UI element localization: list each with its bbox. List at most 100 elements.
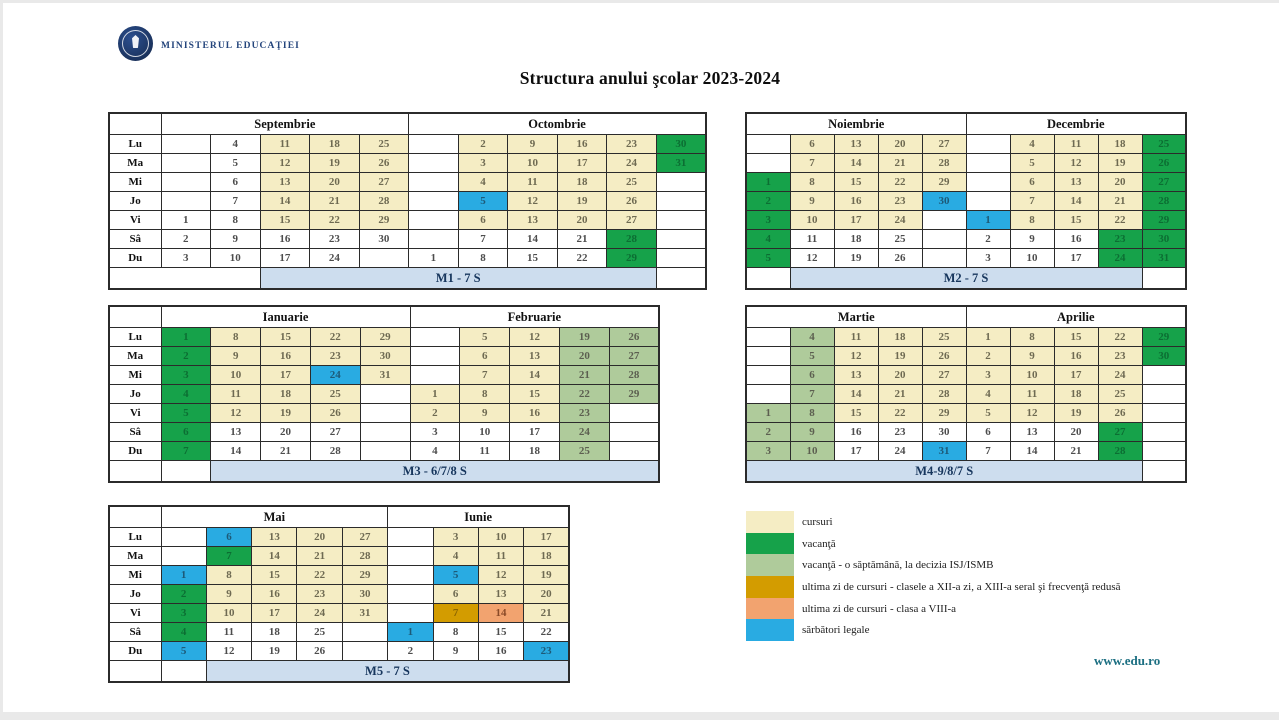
calendar-cell	[655, 172, 707, 192]
calendar-cell: 19	[833, 248, 879, 268]
calendar-cell	[387, 603, 434, 623]
calendar-cell: 16	[833, 191, 879, 211]
calendar-cell	[745, 153, 791, 173]
calendar-cell	[965, 134, 1011, 154]
calendar-cell: 19	[1053, 403, 1099, 423]
legend-label: vacanţă	[802, 537, 836, 550]
calendar-cell: 21	[558, 365, 610, 385]
calendar-january-february: Ianuarie Februarie Lu 1 8 15 22 29 5 12 19 26 Ma 2 9 16…	[108, 305, 661, 483]
calendar-march-april: Martie Aprilie 4 11 18 25 1 8 15 22 29 5 12 19 26 2 9 16 2…	[745, 305, 1188, 483]
calendar-cell: 11	[205, 622, 253, 642]
calendar-cell: 28	[1097, 441, 1143, 461]
calendar-cell: 20	[556, 210, 608, 230]
legend-item: vacanţă - o săptămână, la decizia ISJ/IS…	[746, 554, 1121, 577]
calendar-cell: 1	[160, 327, 212, 347]
calendar-cell: 25	[358, 134, 410, 154]
calendar-cell: 31	[921, 441, 967, 461]
calendar-cell: 27	[921, 134, 967, 154]
footer-spacer	[160, 460, 212, 483]
calendar-cell: 8	[1009, 210, 1055, 230]
day-label: Sâ	[108, 622, 162, 642]
calendar-cell: 5	[210, 153, 261, 173]
calendar-cell: 2	[409, 403, 461, 423]
calendar-cell: 6	[459, 346, 511, 366]
calendar-cell: 4	[745, 229, 791, 249]
calendar-cell: 24	[309, 248, 360, 268]
legend-item: vacanţă	[746, 532, 1121, 555]
calendar-cell: 25	[606, 172, 657, 192]
calendar-cell	[1141, 441, 1187, 461]
calendar-cell: 9	[1009, 229, 1055, 249]
calendar-cell: 7	[1009, 191, 1055, 211]
calendar-cell: 30	[1141, 229, 1187, 249]
calendar-cell: 28	[606, 229, 657, 249]
calendar-cell: 23	[606, 134, 657, 154]
calendar-cell	[745, 134, 791, 154]
calendar-cell: 17	[260, 365, 311, 385]
calendar-cell: 17	[833, 441, 879, 461]
calendar-cell: 2	[160, 229, 212, 249]
calendar-cell	[359, 441, 411, 461]
calendar-cell: 12	[507, 191, 558, 211]
day-label: Du	[108, 248, 162, 268]
corner-cell	[108, 505, 162, 528]
legend-swatch-cream	[746, 511, 794, 533]
logo-emblem	[132, 35, 139, 48]
calendar-cell: 3	[160, 365, 212, 385]
calendar-cell: 6	[789, 365, 835, 385]
calendar-cell: 22	[1097, 327, 1143, 347]
calendar-cell: 15	[509, 384, 560, 404]
calendar-cell: 11	[259, 134, 311, 154]
calendar-cell	[358, 248, 410, 268]
calendar-cell: 27	[341, 527, 389, 547]
calendar-cell: 30	[921, 191, 967, 211]
calendar-cell: 5	[965, 403, 1011, 423]
calendar-cell: 21	[296, 546, 343, 566]
calendar-cell: 22	[523, 622, 570, 642]
calendar-cell: 2	[745, 191, 791, 211]
calendar-cell	[408, 172, 459, 192]
calendar-cell: 22	[877, 172, 923, 192]
calendar-cell: 17	[1053, 365, 1099, 385]
calendar-cell: 5	[457, 191, 509, 211]
calendar-cell: 27	[606, 210, 657, 230]
legend-swatch-lgreen	[746, 554, 794, 577]
calendar-cell: 13	[259, 172, 311, 192]
calendar-cell	[359, 403, 411, 423]
calendar-cell: 18	[1053, 384, 1099, 404]
calendar-cell: 4	[432, 546, 479, 566]
calendar-cell: 18	[877, 327, 923, 347]
calendar-cell: 7	[789, 153, 835, 173]
logo-ring	[122, 30, 149, 57]
calendar-cell: 3	[965, 248, 1011, 268]
calendar-cell: 12	[205, 641, 253, 661]
calendar-cell: 2	[965, 229, 1011, 249]
calendar-cell: 31	[341, 603, 389, 623]
calendar-cell: 26	[877, 248, 923, 268]
calendar-cell: 12	[1009, 403, 1055, 423]
edu-ro-link[interactable]: www.edu.ro	[1094, 653, 1161, 668]
legend-item: ultima zi de cursuri - clasa a VIII-a	[746, 597, 1121, 620]
calendar-cell: 11	[459, 441, 511, 461]
calendar-cell	[745, 384, 791, 404]
calendar-cell: 2	[160, 584, 207, 604]
calendar-cell: 20	[877, 365, 923, 385]
calendar-cell: 30	[358, 229, 410, 249]
day-label: Mi	[108, 172, 162, 192]
calendar-cell: 8	[789, 403, 835, 423]
calendar-cell: 10	[789, 441, 835, 461]
calendar-cell: 13	[509, 346, 560, 366]
calendar-cell: 5	[745, 248, 791, 268]
calendar-cell: 13	[1009, 422, 1055, 442]
module-band: M2 - 7 S	[789, 267, 1143, 290]
calendar-cell: 3	[745, 210, 791, 230]
calendar-cell: 1	[160, 565, 207, 585]
calendar-cell: 31	[1141, 248, 1187, 268]
calendar-cell	[408, 229, 459, 249]
calendar-cell: 15	[1053, 327, 1099, 347]
calendar-cell: 20	[523, 584, 570, 604]
legend-swatch-blue	[746, 619, 794, 642]
calendar-cell: 19	[251, 641, 298, 661]
footer-spacer	[1141, 267, 1187, 290]
calendar-cell: 20	[296, 527, 343, 547]
